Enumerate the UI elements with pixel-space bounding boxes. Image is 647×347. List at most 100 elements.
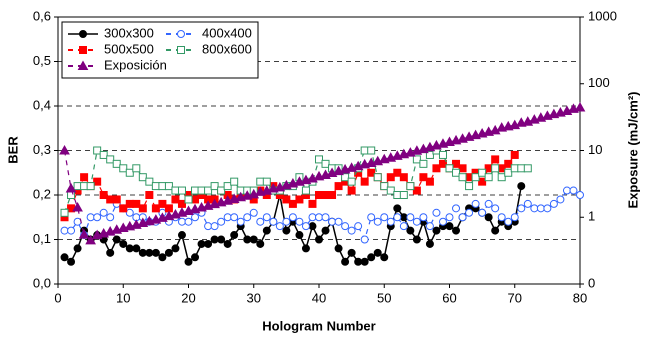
marker — [151, 248, 160, 257]
marker — [491, 226, 500, 235]
marker — [360, 257, 369, 266]
marker — [112, 159, 121, 168]
marker — [78, 229, 90, 239]
marker — [138, 204, 147, 213]
marker — [360, 177, 369, 186]
marker — [341, 173, 350, 182]
marker — [145, 177, 154, 186]
marker — [373, 173, 382, 182]
x-tick-label: 30 — [247, 290, 261, 305]
marker — [184, 257, 193, 266]
marker — [452, 159, 461, 168]
marker — [99, 208, 108, 217]
marker — [484, 213, 493, 222]
marker — [504, 159, 513, 168]
marker — [106, 213, 115, 222]
marker — [184, 195, 193, 204]
marker — [308, 222, 317, 231]
marker — [504, 217, 513, 226]
marker — [125, 244, 134, 253]
marker — [386, 186, 395, 195]
marker — [99, 150, 108, 159]
marker — [269, 217, 278, 226]
marker — [399, 191, 408, 199]
marker — [491, 164, 500, 173]
marker — [543, 204, 552, 213]
marker — [217, 235, 226, 244]
marker — [230, 231, 239, 240]
marker — [249, 208, 258, 217]
marker — [275, 222, 284, 231]
marker — [412, 186, 421, 195]
marker — [85, 234, 96, 245]
marker — [432, 226, 441, 235]
marker — [145, 248, 154, 257]
marker — [380, 182, 389, 191]
marker — [80, 173, 89, 182]
marker — [452, 168, 461, 177]
marker — [484, 164, 493, 173]
legend-marker — [177, 30, 185, 38]
marker — [341, 222, 350, 231]
marker — [60, 226, 69, 235]
marker — [393, 168, 402, 177]
marker — [151, 204, 160, 213]
marker — [282, 226, 291, 235]
x-tick-label: 20 — [181, 290, 195, 305]
marker — [151, 182, 160, 191]
y-tick-label: 0,0 — [33, 275, 51, 290]
marker — [491, 204, 500, 213]
marker — [59, 144, 70, 155]
marker — [72, 201, 83, 212]
marker — [125, 208, 134, 217]
marker — [465, 173, 474, 182]
marker — [367, 253, 376, 262]
marker — [412, 235, 421, 244]
marker — [93, 146, 102, 155]
marker — [341, 257, 350, 266]
marker — [562, 186, 571, 195]
marker — [458, 173, 467, 182]
marker — [112, 195, 121, 204]
marker — [380, 213, 389, 222]
marker — [497, 173, 506, 182]
marker — [491, 155, 500, 164]
marker — [399, 173, 408, 182]
marker — [334, 244, 343, 253]
marker — [248, 188, 260, 199]
marker — [86, 213, 95, 222]
marker — [334, 182, 343, 191]
marker — [80, 182, 89, 191]
marker — [445, 213, 454, 222]
marker — [171, 244, 180, 253]
marker — [406, 213, 415, 222]
marker — [119, 164, 128, 173]
marker — [93, 213, 102, 222]
y2-tick-label: 0 — [588, 275, 595, 290]
marker — [99, 191, 108, 199]
marker — [471, 199, 480, 208]
marker — [321, 226, 330, 235]
marker — [523, 164, 532, 173]
y2-tick-label: 1000 — [588, 8, 617, 23]
marker — [86, 182, 95, 191]
legend-marker — [77, 60, 89, 70]
marker — [191, 195, 200, 204]
marker — [432, 164, 441, 173]
marker — [458, 213, 467, 222]
marker — [425, 239, 434, 248]
marker — [425, 177, 434, 186]
y-tick-label: 0,4 — [33, 97, 51, 112]
marker — [556, 195, 565, 204]
marker — [236, 217, 245, 226]
x-tick-label: 10 — [116, 290, 130, 305]
y2-tick-label: 10 — [588, 142, 602, 157]
marker — [282, 195, 291, 204]
marker — [197, 186, 206, 195]
marker — [164, 248, 173, 257]
marker — [256, 217, 265, 226]
marker — [458, 164, 467, 173]
marker — [432, 208, 441, 217]
marker — [328, 191, 337, 199]
